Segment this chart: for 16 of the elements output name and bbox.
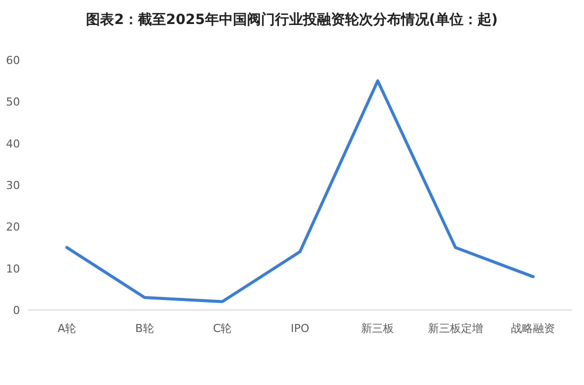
chart-title: 图表2：截至2025年中国阀门行业投融资轮次分布情况(单位：起) xyxy=(86,11,498,28)
y-tick-label: 60 xyxy=(6,54,20,67)
line-series xyxy=(65,79,535,304)
y-tick-label: 40 xyxy=(6,137,20,150)
y-tick-label: 0 xyxy=(13,304,20,317)
x-tick-label: B轮 xyxy=(135,322,154,335)
x-tick-label: A轮 xyxy=(58,322,76,335)
y-tick-label: 10 xyxy=(6,262,20,276)
x-tick-label: 新三板定增 xyxy=(428,322,483,335)
y-tick-label: 50 xyxy=(6,96,20,109)
x-tick-label: C轮 xyxy=(212,322,232,335)
x-tick-label: IPO xyxy=(290,322,310,335)
x-tick-label: 新三板 xyxy=(361,322,394,335)
y-tick-label: 30 xyxy=(6,179,20,192)
x-tick-label: 战略融资 xyxy=(511,322,556,335)
y-tick-label: 20 xyxy=(6,220,20,234)
